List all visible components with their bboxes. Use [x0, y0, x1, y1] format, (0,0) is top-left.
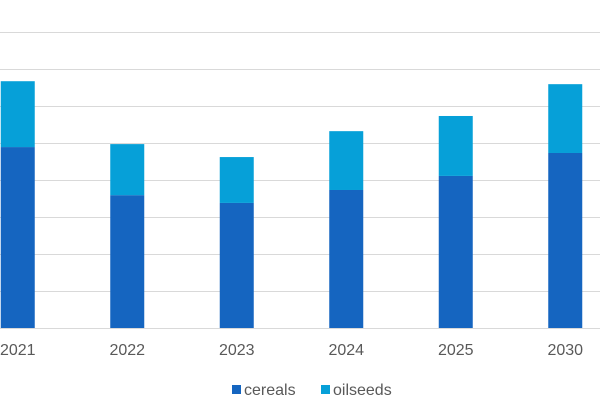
bar-segment: [0, 81, 35, 148]
x-tick-label: 2024: [328, 342, 364, 359]
bar-segment: [548, 152, 583, 328]
x-tick-label: 2025: [438, 342, 474, 359]
x-tick-label: 2030: [547, 342, 583, 359]
bar-segment: [110, 195, 145, 328]
x-tick-label: 2021: [0, 342, 36, 359]
legend-label: cereals: [244, 382, 296, 399]
bar-segment: [438, 175, 473, 328]
bar-segment: [219, 202, 254, 328]
bar-segment: [110, 144, 145, 196]
legend-label: oilseeds: [333, 382, 392, 399]
bar-segment: [438, 115, 473, 176]
bar-segment: [329, 189, 364, 328]
bar-segment: [0, 147, 35, 328]
bar-segment: [329, 131, 364, 190]
bar-segment: [219, 157, 254, 203]
x-tick-label: 2023: [219, 342, 255, 359]
x-tick-label: 2022: [109, 342, 145, 359]
legend-swatch: [232, 385, 241, 394]
bar-segment: [548, 84, 583, 153]
legend-swatch: [321, 385, 330, 394]
